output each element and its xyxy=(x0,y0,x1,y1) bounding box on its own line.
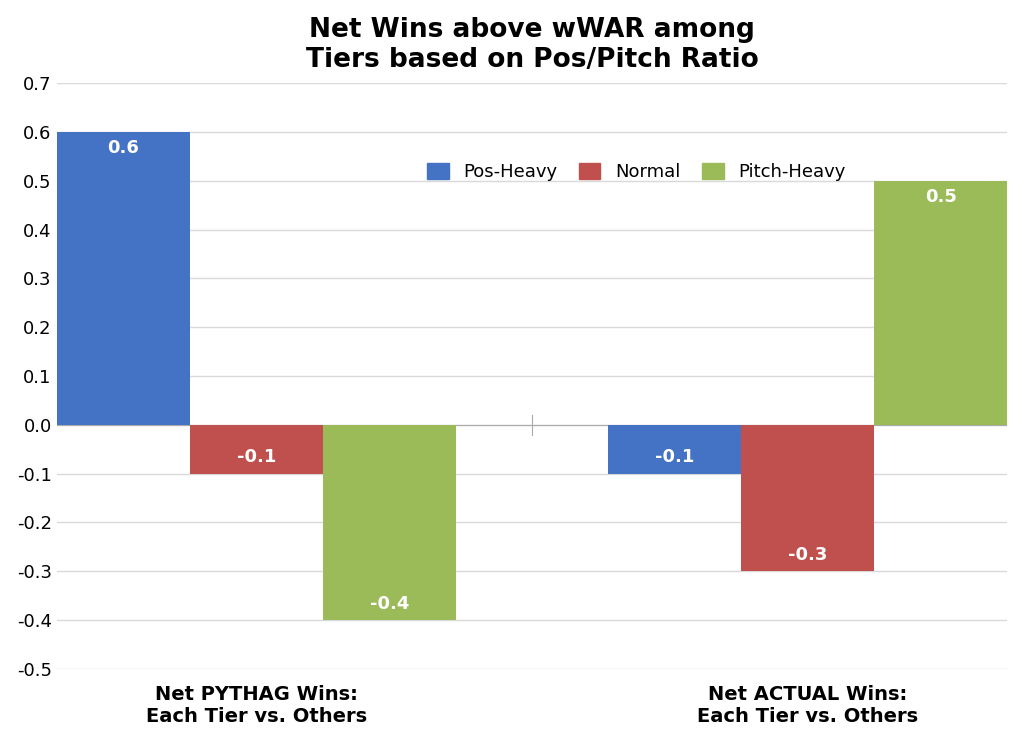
Text: 0.5: 0.5 xyxy=(925,188,956,207)
Bar xyxy=(608,425,741,473)
Text: 0.6: 0.6 xyxy=(108,140,139,158)
Bar xyxy=(189,425,323,473)
Text: -0.3: -0.3 xyxy=(788,546,827,564)
Bar xyxy=(56,132,189,425)
Text: -0.1: -0.1 xyxy=(237,448,275,467)
Text: -0.4: -0.4 xyxy=(370,594,409,612)
Text: -0.1: -0.1 xyxy=(655,448,694,467)
Legend: Pos-Heavy, Normal, Pitch-Heavy: Pos-Heavy, Normal, Pitch-Heavy xyxy=(427,163,846,181)
Bar xyxy=(323,425,456,620)
Bar xyxy=(874,181,1008,425)
Title: Net Wins above wWAR among
Tiers based on Pos/Pitch Ratio: Net Wins above wWAR among Tiers based on… xyxy=(305,16,759,73)
Bar xyxy=(741,425,874,571)
